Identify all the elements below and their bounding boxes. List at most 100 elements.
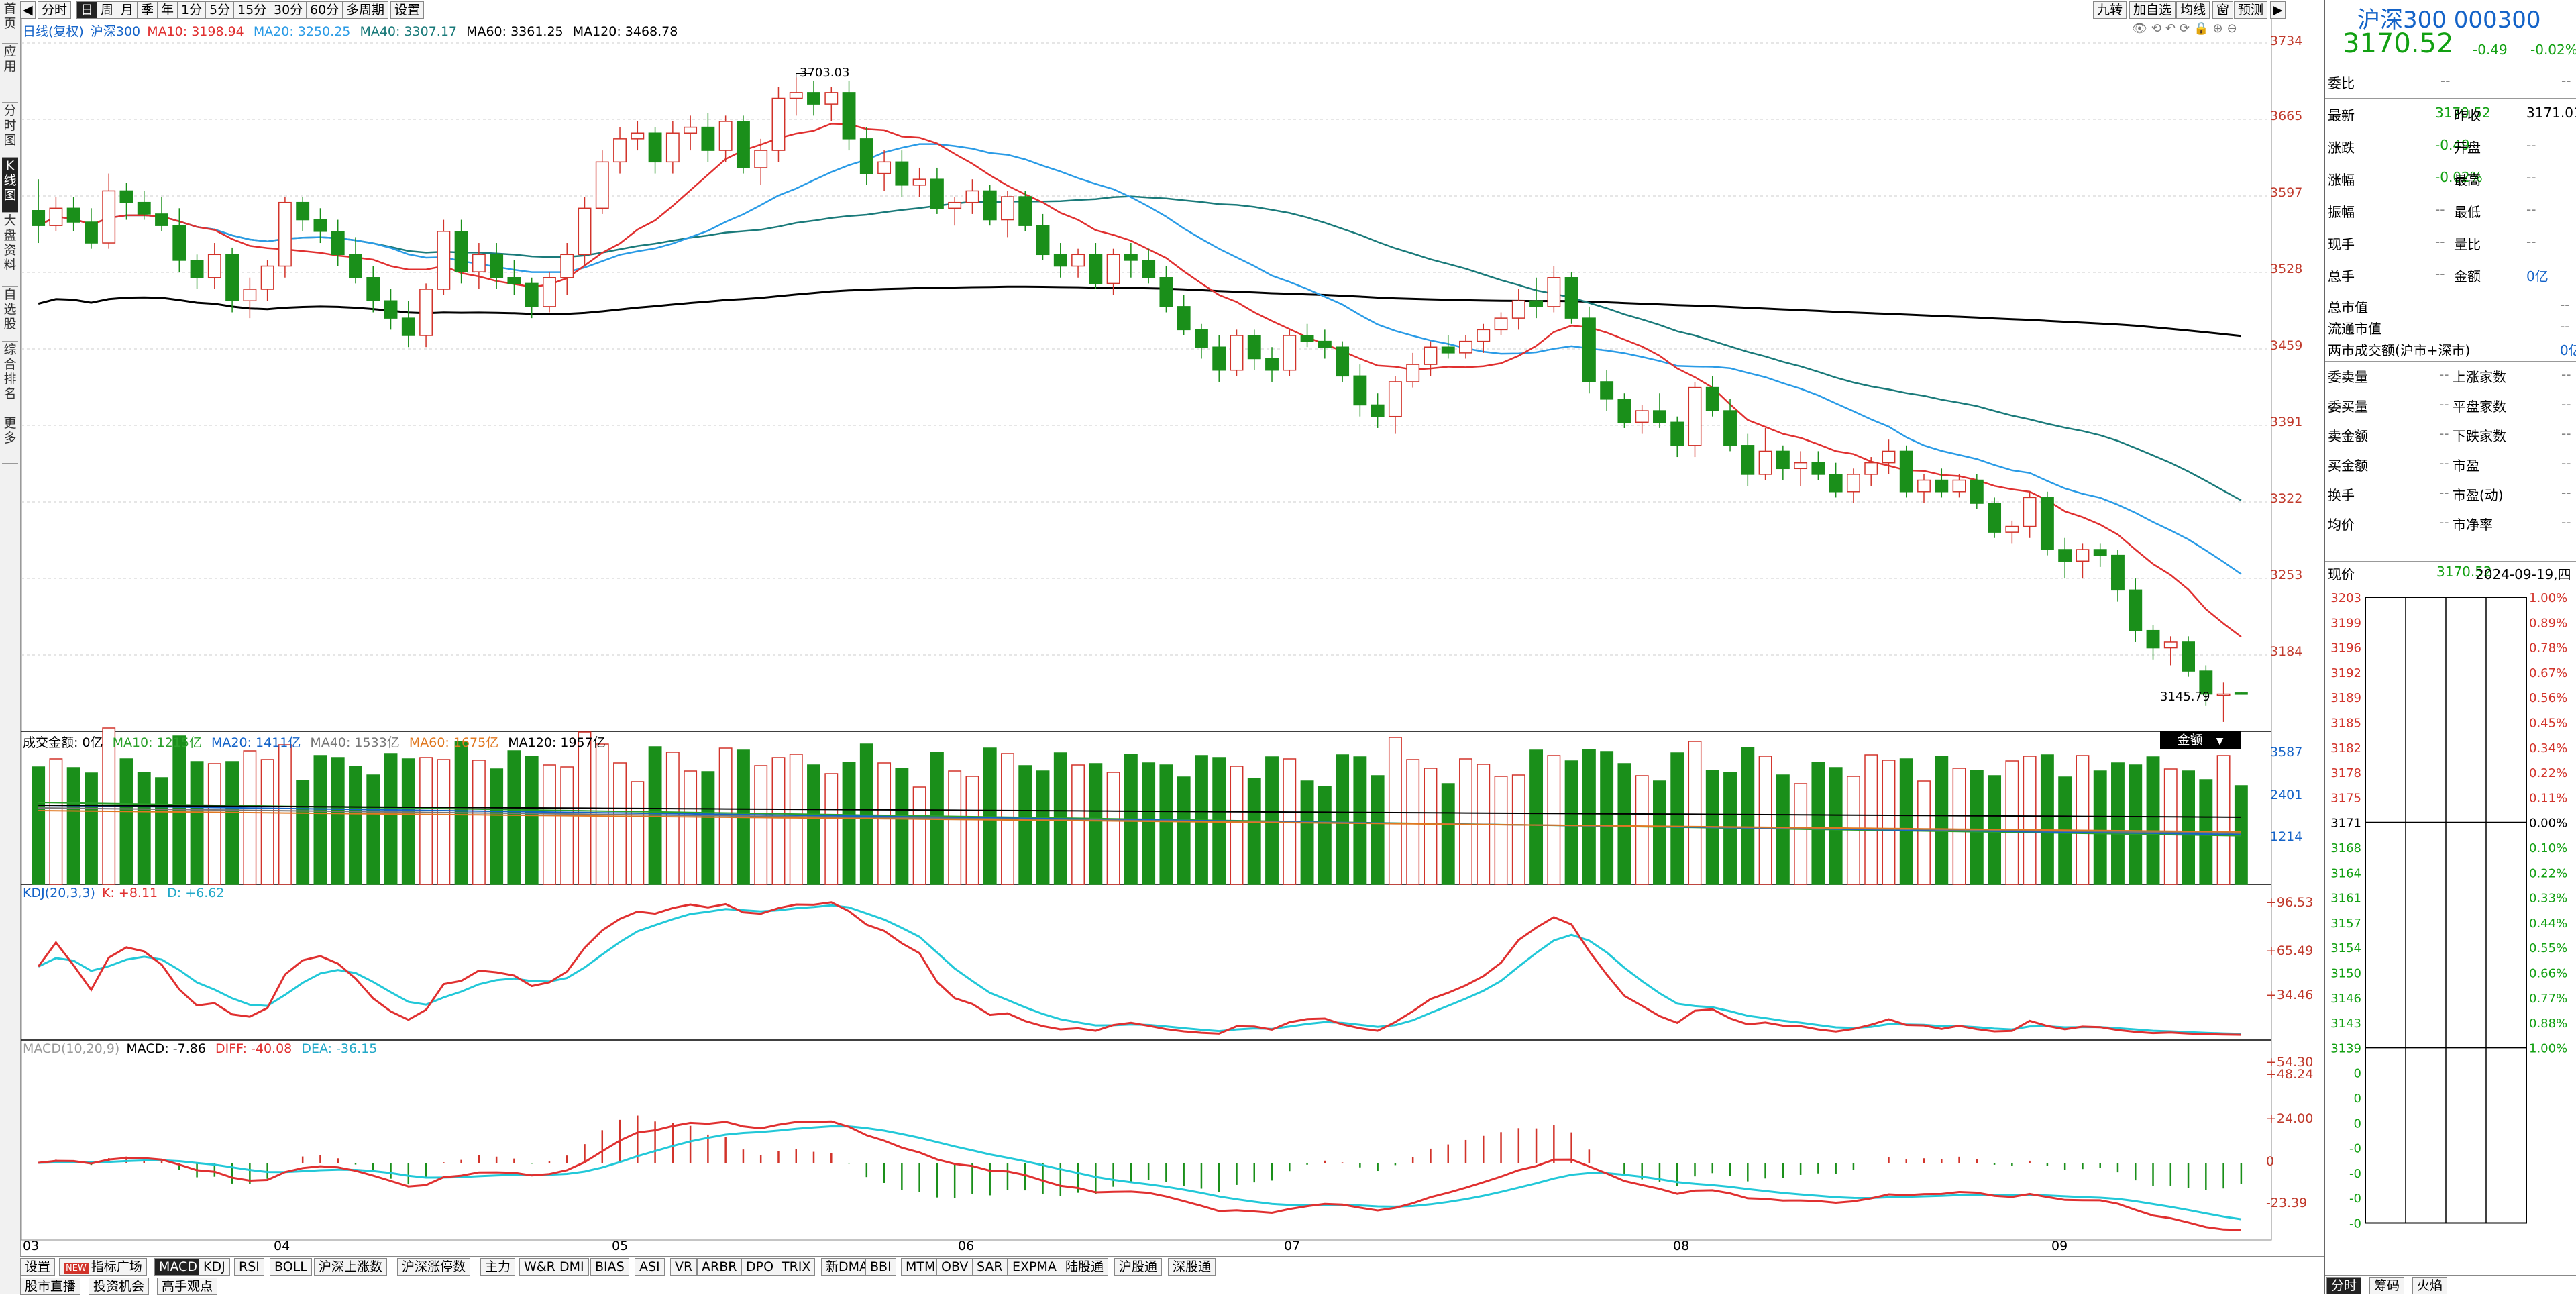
period-month[interactable]: 月: [117, 1, 138, 19]
volume-bar: [507, 750, 521, 885]
indicator-tab-17[interactable]: 新DMA: [821, 1258, 873, 1276]
nav-watchlist[interactable]: 自选股: [2, 287, 18, 342]
volume-bar: [543, 764, 556, 885]
indicator-tab-23[interactable]: 陆股通: [1061, 1258, 1109, 1276]
volume-bar: [789, 754, 803, 885]
candle: [1212, 335, 1226, 382]
market-label: 总市值: [2328, 299, 2368, 315]
nine-turn-button[interactable]: 九转: [2093, 1, 2127, 19]
bottom-link-0[interactable]: 股市直播: [20, 1278, 81, 1295]
volume-bar: [895, 768, 909, 885]
period-30min[interactable]: 30分: [270, 1, 307, 19]
period-year[interactable]: 年: [157, 1, 178, 19]
volume-bar: [66, 767, 80, 885]
indicator-tab-2[interactable]: MACD: [154, 1258, 202, 1276]
candle: [119, 183, 133, 220]
indicator-tab-10[interactable]: DMI: [555, 1258, 589, 1276]
candle: [1723, 399, 1737, 452]
indicator-tab-4[interactable]: RSI: [234, 1258, 264, 1276]
volume-bar: [948, 770, 962, 885]
candle: [2182, 636, 2195, 677]
indicator-tab-16[interactable]: TRIX: [777, 1258, 816, 1276]
volume-type-dropdown[interactable]: 金额 ▼: [2160, 731, 2241, 749]
indicator-tab-8[interactable]: 主力: [480, 1258, 516, 1276]
stat-value: --: [2439, 396, 2449, 412]
volume-bar: [2163, 768, 2178, 885]
stat-label: 市盈(动): [2453, 487, 2504, 503]
volume-bar: [2216, 755, 2231, 885]
indicator-tab-19[interactable]: MTM: [901, 1258, 941, 1276]
candle: [1089, 243, 1103, 290]
stat-value: --: [2561, 484, 2571, 501]
period-60min[interactable]: 60分: [306, 1, 343, 19]
tab-flame[interactable]: 火焰: [2412, 1277, 2448, 1294]
indicator-tab-6[interactable]: 沪深上涨数: [314, 1258, 388, 1276]
period-multi[interactable]: 多周期: [342, 1, 389, 19]
indicator-tab-3[interactable]: KDJ: [199, 1258, 230, 1276]
period-quarter[interactable]: 季: [137, 1, 158, 19]
candle: [49, 197, 63, 231]
period-day[interactable]: 日: [76, 1, 98, 19]
kline-chart-area[interactable]: 日线(复权) 沪深300 MA10: 3198.94 MA20: 3250.25…: [21, 18, 2316, 1260]
nav-home[interactable]: 首页: [2, 1, 18, 44]
indicator-tab-15[interactable]: DPO: [741, 1258, 779, 1276]
price-tick: 3665: [2270, 109, 2303, 123]
quote-panel: 沪深300 000300 3170.52 -0.49 -0.02% 委比 -- …: [2324, 0, 2576, 1294]
candle: [1952, 474, 1966, 498]
nav-ranking[interactable]: 综合排名: [2, 342, 18, 415]
volume-bar: [1406, 759, 1420, 885]
ma-button[interactable]: 均线: [2176, 1, 2210, 19]
indicator-tab-11[interactable]: BIAS: [590, 1258, 629, 1276]
indicator-tab-20[interactable]: OBV: [936, 1258, 973, 1276]
indicator-tab-13[interactable]: VR: [670, 1258, 698, 1276]
indicator-tab-12[interactable]: ASI: [635, 1258, 665, 1276]
volume-tick: 3587: [2270, 745, 2303, 760]
mini-timeshare-chart[interactable]: 3203 3199 3196 3192 3189 3185 3182 3178 3175 3171…: [2325, 592, 2576, 1263]
indicator-tab-14[interactable]: ARBR: [697, 1258, 742, 1276]
period-timeshare[interactable]: 分时: [38, 1, 72, 19]
nav-kline[interactable]: K线图: [2, 158, 18, 213]
period-week[interactable]: 周: [97, 1, 118, 19]
predict-button[interactable]: 预测: [2234, 1, 2268, 19]
indicator-tab-5[interactable]: BOLL: [270, 1258, 312, 1276]
chart-tool-icons[interactable]: 👁⟲↶⟳🔒⊕⊖: [2132, 21, 2241, 36]
indicator-tab-0[interactable]: 设置: [20, 1258, 56, 1276]
nav-forward-icon[interactable]: ▶: [2270, 1, 2286, 19]
nav-more[interactable]: 更多: [2, 416, 18, 464]
now-date: 2024-09-19,四: [2475, 566, 2571, 582]
indicator-tab-22[interactable]: EXPMA: [1008, 1258, 1061, 1276]
indicator-tab-21[interactable]: SAR: [972, 1258, 1008, 1276]
indicator-tab-24[interactable]: 沪股通: [1114, 1258, 1163, 1276]
nav-apps[interactable]: 应用: [2, 44, 18, 103]
indicator-tab-9[interactable]: W&R: [519, 1258, 560, 1276]
price-tick: 3597: [2270, 185, 2303, 200]
candle: [1600, 370, 1614, 411]
period-5min[interactable]: 5分: [205, 1, 235, 19]
indicator-tab-25[interactable]: 深股通: [1168, 1258, 1216, 1276]
volume-bar: [1353, 756, 1367, 885]
period-15min[interactable]: 15分: [233, 1, 271, 19]
bottom-link-1[interactable]: 投资机会: [89, 1278, 150, 1295]
nav-market-info[interactable]: 大盘资料: [2, 213, 18, 287]
kdj-d-label: D: +6.62: [167, 886, 225, 900]
period-1min[interactable]: 1分: [177, 1, 207, 19]
indicator-tab-7[interactable]: 沪深涨停数: [397, 1258, 471, 1276]
tab-chips[interactable]: 筹码: [2369, 1277, 2405, 1294]
candle: [1758, 427, 1772, 480]
mini-price-tick: 3175: [2330, 791, 2361, 805]
weibi-value: --: [2440, 72, 2451, 89]
candle: [595, 150, 609, 214]
tab-timeshare[interactable]: 分时: [2326, 1277, 2362, 1294]
settings-button[interactable]: 设置: [390, 1, 425, 19]
nav-back-icon[interactable]: ◀: [20, 1, 36, 19]
indicator-tab-1[interactable]: NEW 指标广场: [59, 1258, 147, 1276]
nav-timeshare[interactable]: 分时图: [2, 103, 18, 158]
quote-value: --: [2526, 169, 2536, 185]
indicator-tab-18[interactable]: BBI: [865, 1258, 896, 1276]
add-watchlist-button[interactable]: 加自选: [2129, 1, 2176, 19]
mini-price-tick: -0: [2349, 1142, 2361, 1156]
window-button[interactable]: 窗: [2212, 1, 2234, 19]
quote-label: 开盘: [2454, 140, 2481, 156]
bottom-link-2[interactable]: 高手观点: [157, 1278, 218, 1295]
mini-pct-tick: 0.22%: [2529, 866, 2567, 880]
